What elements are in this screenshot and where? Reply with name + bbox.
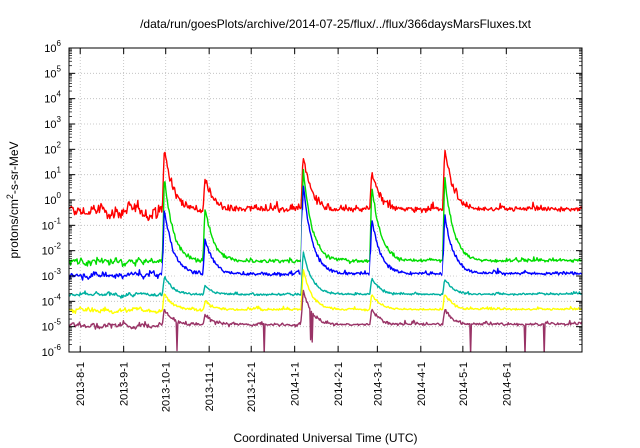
y-axis-title-main: protons/cm (7, 199, 21, 258)
series-line-6 (69, 269, 582, 315)
y-axis-title-sup: 2 (5, 194, 15, 199)
x-tick-label: 2014-1-1 (290, 362, 302, 406)
series-line-4 (69, 209, 582, 286)
series-layer (69, 149, 582, 352)
x-tick-label: 2014-3-1 (372, 362, 384, 406)
y-tick-label: 10-5 (42, 318, 62, 334)
y-tick-label: 10-6 (42, 343, 62, 359)
x-tick-label: 2013-9-1 (119, 362, 131, 406)
series-line-2 (69, 168, 582, 268)
y-axis-tick-labels: 10-6 10-5 10-4 10-3 10-2 10-1 100 101 102 103 104 1… (42, 39, 62, 359)
x-tick-label: 2013-12-1 (246, 362, 258, 412)
y-tick-label: 10-2 (42, 242, 62, 258)
series-line-3 (69, 185, 582, 281)
y-tick-label: 10-3 (42, 267, 62, 283)
x-tick-label: 2013-10-1 (161, 362, 173, 412)
y-axis-title-rest: -s-sr-MeV (7, 141, 21, 194)
axis-ticks (69, 47, 582, 353)
y-tick-label: 101 (44, 166, 61, 182)
y-axis-title: protons/cm2-s-sr-MeV (5, 141, 21, 258)
series-line-7 (69, 289, 582, 352)
y-tick-label: 102 (44, 140, 61, 156)
y-tick-label: 105 (44, 64, 61, 80)
y-tick-label: 100 (44, 191, 61, 207)
x-tick-label: 2014-5-1 (458, 362, 470, 406)
x-axis-title: Coordinated Universal Time (UTC) (233, 431, 417, 445)
x-tick-label: 2014-4-1 (416, 362, 428, 406)
y-tick-label: 10-4 (42, 292, 62, 308)
x-tick-label: 2013-8-1 (75, 362, 87, 406)
x-tick-label: 2014-6-1 (501, 362, 513, 406)
x-tick-label: 2013-11-1 (204, 362, 216, 411)
x-axis-tick-labels: 2013-8-1 2013-9-1 2013-10-1 2013-11-1 2013-1… (75, 362, 513, 412)
x-tick-label: 2014-2-1 (333, 362, 345, 406)
y-tick-label: 103 (44, 115, 61, 131)
y-tick-label: 10-1 (42, 216, 62, 232)
y-tick-label: 104 (44, 90, 61, 106)
series-line-5 (69, 251, 582, 299)
series-line-1 (69, 149, 582, 222)
y-tick-label: 106 (44, 39, 61, 55)
chart-title: /data/run/goesPlots/archive/2014-07-25/f… (140, 17, 532, 31)
